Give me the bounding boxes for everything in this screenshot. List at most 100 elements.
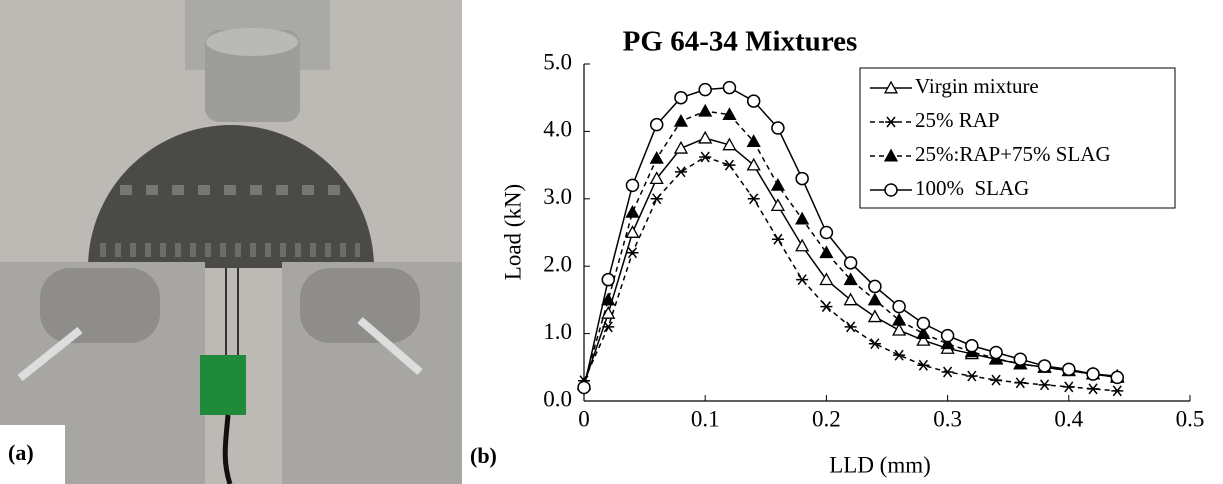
x-tick-label: 0 (578, 406, 590, 431)
y-tick-label: 0.0 (543, 386, 572, 411)
marker (625, 178, 640, 193)
marker (771, 121, 785, 135)
marker (917, 359, 930, 371)
legend-label: 100% SLAG (915, 176, 1029, 200)
marker (1014, 377, 1027, 389)
marker (674, 166, 687, 178)
marker (601, 292, 616, 306)
marker (892, 322, 907, 336)
marker (916, 326, 931, 340)
marker (819, 245, 834, 259)
legend-label: 25% RAP (915, 108, 1000, 132)
marker (673, 113, 689, 127)
x-tick-label: 0.3 (933, 406, 962, 431)
marker (795, 238, 810, 252)
marker (649, 151, 664, 164)
marker (819, 272, 834, 286)
marker (722, 107, 737, 120)
marker (601, 272, 615, 287)
marker (698, 103, 713, 117)
marker (747, 193, 760, 205)
cable (222, 414, 233, 484)
marker (884, 183, 898, 197)
marker (1062, 381, 1075, 393)
marker (883, 148, 899, 162)
marker (916, 333, 931, 346)
roller-face (206, 28, 298, 56)
marker (867, 292, 882, 306)
panel-label: (a) (8, 440, 34, 465)
marker (602, 321, 615, 333)
marker (649, 117, 664, 132)
marker (892, 312, 907, 326)
marker (626, 247, 639, 259)
marker (673, 140, 689, 154)
marker (770, 198, 786, 211)
marker (819, 225, 834, 240)
y-tick-label: 2.0 (543, 251, 572, 276)
panel-label-box (0, 425, 65, 484)
clip-gauge (200, 355, 246, 415)
marker (990, 374, 1003, 386)
marker (796, 274, 809, 286)
marker (746, 134, 761, 147)
legend-label: 25%:RAP+75% SLAG (915, 142, 1111, 166)
marker (1062, 362, 1076, 377)
y-tick-label: 3.0 (543, 184, 572, 209)
marker (770, 177, 786, 191)
legend-label: Virgin mixture (915, 74, 1039, 98)
marker (868, 279, 882, 294)
marker (893, 349, 906, 361)
x-tick-label: 0.5 (1176, 406, 1205, 431)
x-tick-label: 0.1 (691, 406, 720, 431)
marker (698, 82, 712, 97)
marker (843, 272, 858, 286)
marker (1013, 352, 1028, 366)
marker (577, 380, 591, 395)
x-tick-label: 0.2 (812, 406, 841, 431)
marker (1086, 367, 1100, 381)
marker (650, 193, 663, 205)
marker (723, 159, 736, 171)
marker (1038, 379, 1051, 391)
marker (868, 338, 881, 350)
panel-label: (b) (470, 443, 497, 468)
marker (867, 309, 882, 323)
marker (746, 94, 761, 108)
marker (965, 370, 978, 382)
marker (698, 130, 713, 144)
marker (625, 204, 640, 218)
right-roller (300, 268, 420, 343)
marker (699, 151, 712, 163)
marker (989, 345, 1003, 360)
marker (1111, 385, 1124, 397)
right-screw (357, 316, 423, 376)
left-roller (40, 268, 160, 343)
specimen (88, 125, 374, 268)
marker (722, 137, 737, 151)
marker (885, 116, 897, 128)
chart-title: PG 64-34 Mixtures (623, 26, 858, 58)
x-axis-label: LLD (mm) (829, 452, 931, 477)
marker (746, 157, 761, 171)
y-tick-label: 4.0 (543, 117, 572, 142)
marker (844, 321, 857, 333)
photo: (a) (0, 0, 462, 484)
marker (1037, 359, 1052, 373)
marker (940, 328, 955, 343)
legend (859, 67, 1176, 209)
marker (820, 301, 833, 313)
marker (843, 292, 858, 306)
marker (674, 90, 688, 105)
series-line (583, 110, 1118, 385)
marker (965, 338, 979, 353)
marker (916, 316, 931, 331)
marker (1110, 370, 1125, 385)
marker (771, 233, 784, 245)
marker (625, 225, 640, 238)
left-screw (17, 326, 83, 382)
marker (843, 256, 858, 270)
marker (941, 366, 954, 378)
x-tick-label: 0.4 (1054, 406, 1083, 431)
